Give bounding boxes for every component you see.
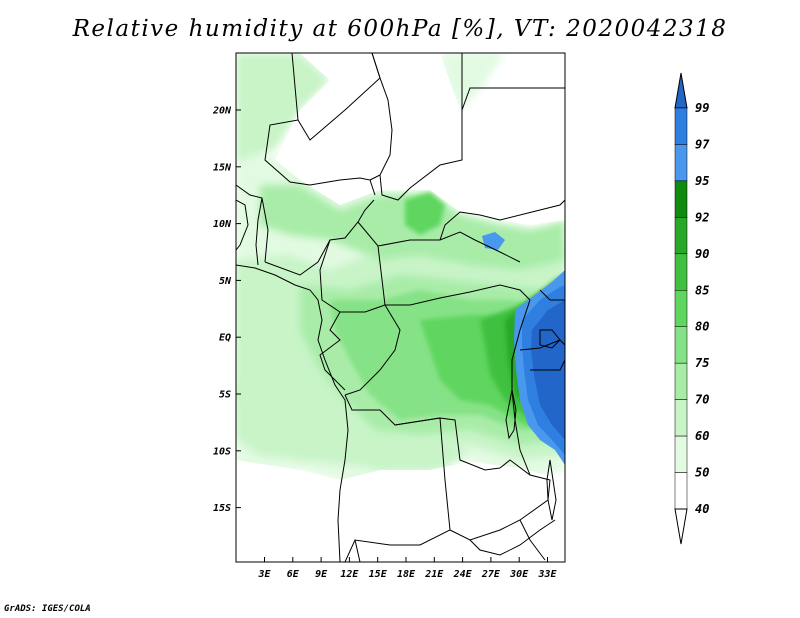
lon-tick-label: 30E	[509, 569, 529, 580]
latitude-axis: 20N 15N 10N 5N EQ 5S 10S 15S	[212, 106, 241, 514]
colorbar-label: 70	[695, 393, 709, 407]
colorbar-label: 75	[695, 356, 709, 370]
border-tanzania	[530, 359, 565, 371]
lon-tick-label: 15E	[369, 569, 388, 580]
humidity-field	[236, 53, 565, 562]
humidity-blob-angola	[236, 380, 470, 470]
colorbar-segment	[674, 107, 688, 145]
humidity-blob-sahara-white	[275, 53, 565, 225]
lon-tick-label: 27E	[481, 569, 501, 580]
lon-tick-label: 12E	[340, 569, 359, 580]
lon-tick-label: 18E	[397, 569, 416, 580]
colorbar-top-arrow	[674, 72, 688, 109]
colorbar-segment	[674, 217, 688, 255]
colorbar-segment	[674, 399, 688, 437]
colorbar-label: 50	[695, 466, 709, 480]
border-nigeria-cameroon	[264, 199, 375, 276]
colorbar-label: 95	[695, 174, 709, 188]
colorbar-label: 92	[695, 210, 709, 224]
colorbar-label: 90	[695, 247, 709, 261]
lat-tick-label: 5S	[219, 390, 231, 401]
border-cameroon-car	[319, 239, 386, 313]
colorbar-segment	[674, 435, 688, 473]
chart-title: Relative humidity at 600hPa [%], VT: 202…	[72, 16, 728, 42]
colorbar-segment	[674, 326, 688, 364]
border-congo-drc	[344, 304, 401, 396]
lon-tick-label: 6E	[287, 569, 300, 580]
humidity-blob-zambia-white	[380, 462, 565, 562]
lon-tick-label: 3E	[257, 569, 271, 580]
colorbar-label: 40	[695, 502, 709, 516]
border-chad-car	[357, 221, 521, 263]
border-lake-malawi	[546, 459, 557, 521]
lon-tick-label: 9E	[315, 569, 328, 580]
border-niger-chad	[264, 119, 376, 196]
border-sudan-southsudan	[439, 199, 565, 241]
colorbar-segment	[674, 290, 688, 327]
border-namibia	[354, 539, 361, 562]
colorbar-segment	[674, 362, 688, 400]
lat-tick-label: EQ	[219, 333, 231, 344]
border-uganda-kenya	[539, 289, 565, 301]
colorbar-segment	[674, 253, 688, 291]
humidity-blob-angola-south	[236, 460, 380, 562]
humidity-region-north-west	[236, 53, 330, 160]
border-rwanda-burundi	[519, 339, 565, 351]
colorbar-segment	[674, 472, 688, 510]
humidity-blob-south-sudan	[482, 232, 505, 250]
border-zimbabwe	[469, 519, 556, 556]
border-egypt-sudan	[461, 53, 565, 111]
lat-tick-label: 20N	[212, 106, 232, 117]
lat-tick-label: 15S	[213, 503, 231, 514]
colorbar-label: 85	[695, 283, 709, 297]
lon-tick-label: 33E	[537, 569, 557, 580]
colorbar-label: 99	[695, 101, 709, 115]
colorbar-bottom-arrow	[674, 508, 688, 545]
colorbar-segment	[674, 180, 688, 218]
border-benin-togo	[255, 197, 263, 266]
coastline-west-africa	[236, 264, 349, 562]
lat-tick-label: 10N	[213, 219, 232, 230]
lat-tick-label: 10S	[213, 446, 231, 457]
longitude-axis: 3E 6E 9E 12E 15E 18E 21E 24E 27E 30E 33E	[257, 557, 558, 580]
border-chad-sudan	[379, 110, 463, 201]
border-angola-zambia	[344, 417, 451, 562]
colorbar-segment	[674, 144, 688, 182]
border-gabon-congo	[319, 311, 346, 391]
humidity-region-north-strip	[440, 53, 505, 110]
colorbar-legend: 99 97 95 92 90 85 80 75 70 60 50 40	[674, 72, 710, 545]
credit-text: GrADS: IGES/COLA	[4, 604, 91, 614]
colorbar-label: 80	[695, 320, 709, 334]
colorbar-label: 97	[695, 137, 710, 151]
humidity-blob-darfur	[405, 192, 445, 235]
colorbar-label: 60	[695, 429, 709, 443]
border-lake-victoria	[539, 329, 561, 349]
lat-tick-label: 15N	[213, 162, 232, 173]
border-lake-tanganyika	[505, 389, 517, 440]
border-mozambique	[519, 519, 546, 561]
lon-tick-label: 24E	[453, 569, 473, 580]
lon-tick-label: 21E	[424, 569, 444, 580]
border-west-africa-inner	[236, 199, 249, 251]
lat-tick-label: 5N	[219, 276, 232, 287]
border-car-drc	[377, 245, 531, 306]
country-borders	[236, 53, 565, 562]
map-frame	[235, 52, 566, 563]
